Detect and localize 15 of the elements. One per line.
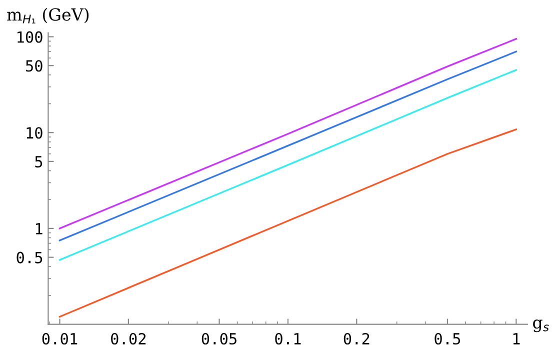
y-tick-label: 50 (26, 60, 42, 72)
x-tick-label: 0.1 (275, 332, 301, 345)
y-tick-label: 100 (18, 31, 42, 43)
x-tick-label: 0.02 (111, 332, 146, 345)
x-axis-title: g$_{s}$ (533, 320, 549, 332)
y-tick-label: 1 (36, 223, 42, 234)
x-tick-label: 0.5 (434, 332, 460, 345)
y-tick-label: 0.5 (16, 252, 42, 264)
x-tick-label: 1 (513, 333, 520, 344)
x-tick-label: 0.01 (42, 332, 78, 345)
y-tick-label: 10 (26, 127, 42, 139)
y-axis-title: m$_{H₁}$ (GeV) (7, 8, 89, 24)
x-tick-label: 0.2 (344, 332, 370, 345)
y-tick-label: 5 (35, 156, 42, 168)
x-tick-label: 0.05 (202, 332, 236, 345)
